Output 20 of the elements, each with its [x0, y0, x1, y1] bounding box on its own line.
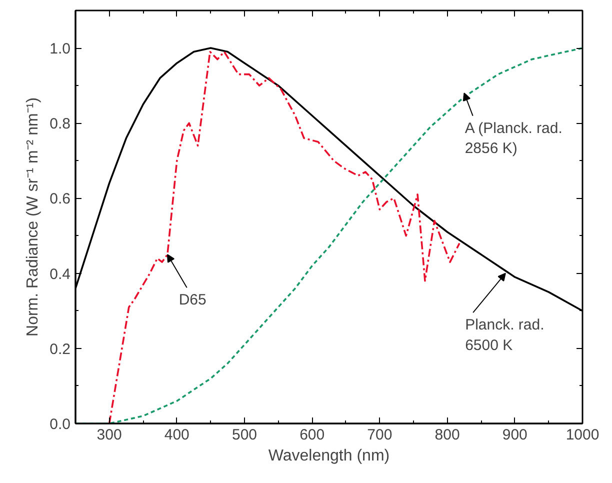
x-axis-title: Wavelength (nm)	[268, 448, 390, 464]
x-tick-label: 400	[164, 426, 190, 444]
annotation: D65	[178, 292, 206, 309]
y-tick-label: 0.6	[50, 190, 71, 208]
x-tick-label: 800	[434, 426, 460, 444]
x-tick-label: 600	[300, 426, 325, 444]
y-tick-label: 1.0	[50, 40, 71, 58]
x-tick-label: 300	[96, 426, 122, 444]
x-tick-label: 900	[502, 426, 528, 444]
y-tick-label: 0.0	[50, 416, 71, 433]
x-tick-label: 1000	[566, 426, 600, 444]
annotation: Planck. rad. 6500 K	[465, 316, 544, 354]
y-axis-title: Norm. Radiance (W sr⁻¹ m⁻² nm⁻¹)	[24, 97, 42, 337]
y-tick-label: 0.8	[50, 116, 71, 133]
line-series	[108, 50, 460, 424]
annotation: A (Planck. rad. 2856 K)	[464, 120, 562, 158]
y-tick-label: 0.4	[50, 266, 71, 283]
x-tick-label: 700	[367, 426, 392, 444]
x-tick-label: 500	[232, 426, 258, 444]
y-tick-label: 0.2	[50, 340, 71, 358]
